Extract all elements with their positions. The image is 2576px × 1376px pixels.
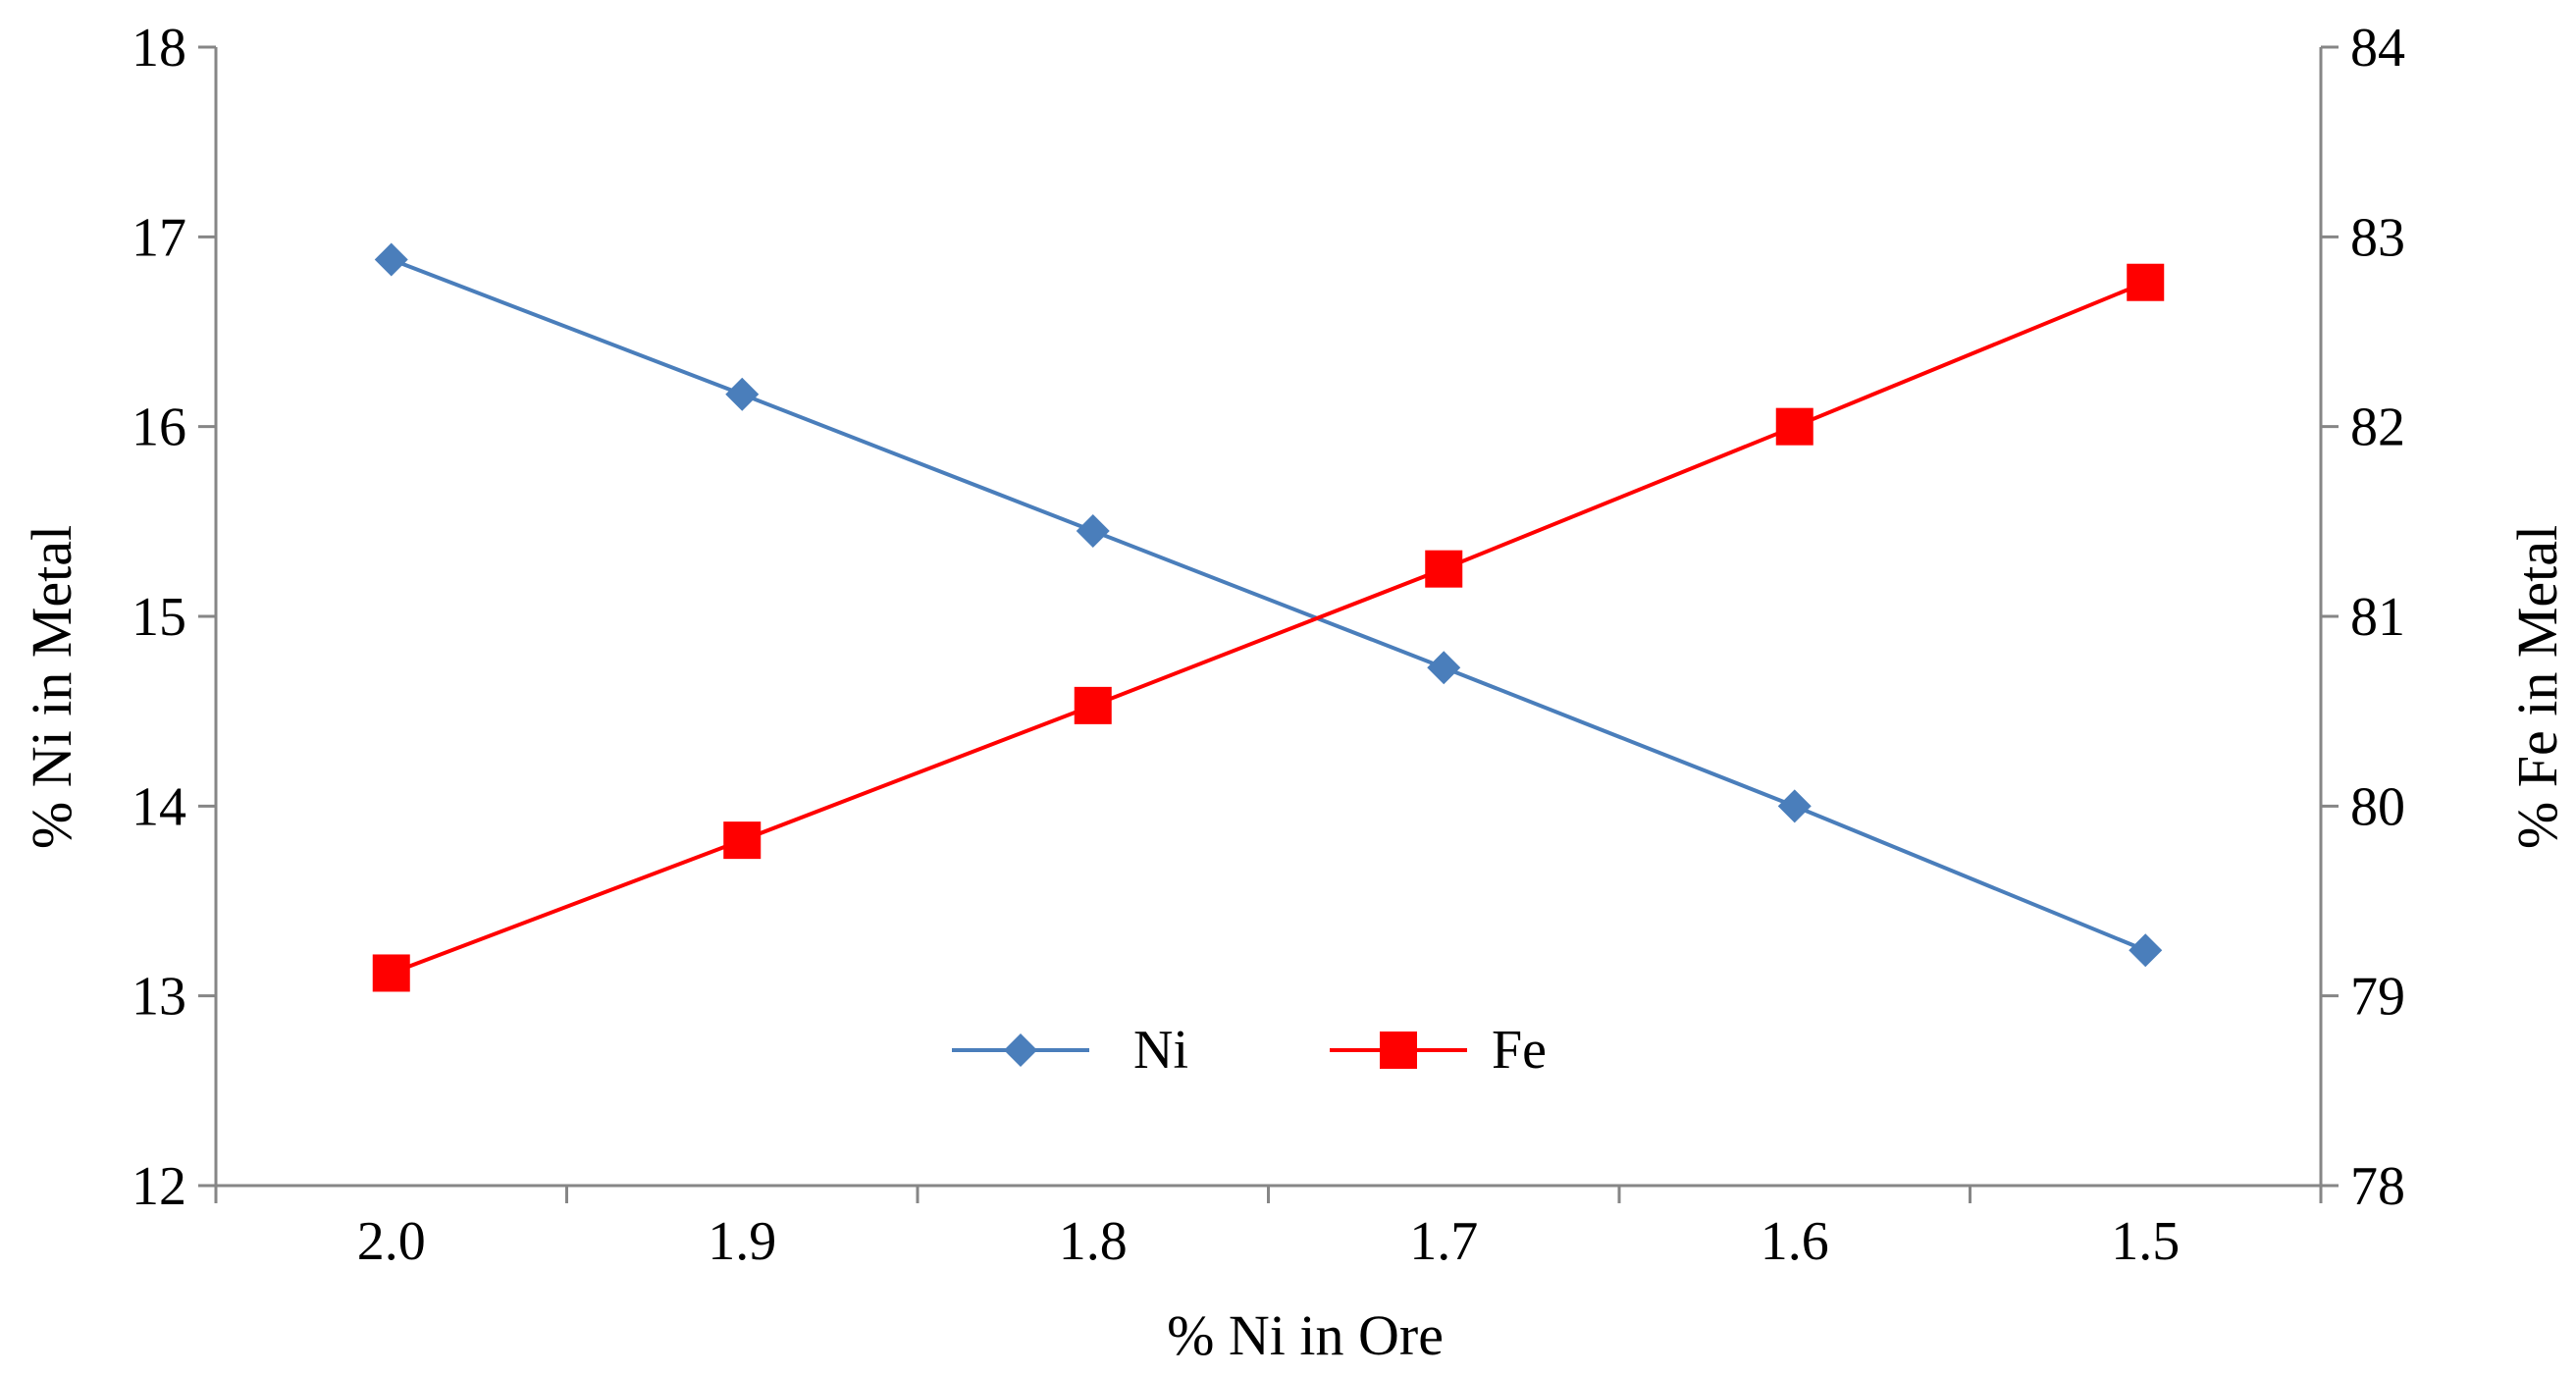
x-tick-label: 1.7	[1409, 1211, 1478, 1272]
series-fe-point	[1425, 550, 1463, 588]
y-tick-label: 17	[131, 207, 186, 268]
series-ni-point	[1777, 789, 1812, 823]
series-fe-point	[372, 954, 410, 992]
y-tick-label: 14	[131, 776, 186, 837]
y2-tick-label: 82	[2350, 397, 2405, 458]
legend-fe-marker	[1380, 1032, 1417, 1069]
y-tick-label: 16	[131, 397, 186, 458]
series-fe-point	[1775, 407, 1814, 446]
y-tick-label: 12	[131, 1156, 186, 1217]
series-ni-line	[391, 257, 2147, 953]
ticks: 12 13 14 15 16 17 18 78 79 80 81 82 83 84 2.0 1.9 1.8 1.7…	[131, 18, 2405, 1272]
y2-tick-label: 81	[2350, 587, 2405, 648]
series-fe-point	[723, 821, 762, 860]
y2-tick-label: 80	[2350, 776, 2405, 837]
x-tick-label: 1.6	[1761, 1211, 1829, 1272]
legend-ni-label: Ni	[1133, 1020, 1188, 1081]
y-tick-label: 18	[131, 18, 186, 79]
x-tick-label: 1.8	[1059, 1211, 1128, 1272]
x-tick-label: 1.5	[2111, 1211, 2180, 1272]
x-axis-title: % Ni in Ore	[1167, 1303, 1444, 1367]
y2-axis-title: % Fe in Metal	[2505, 525, 2569, 849]
series-ni-point	[374, 242, 408, 277]
series-ni-point	[725, 377, 760, 411]
series	[372, 242, 2165, 992]
legend: Ni Fe	[952, 1020, 1547, 1081]
y2-tick-label: 78	[2350, 1156, 2405, 1217]
series-fe-point	[1074, 686, 1112, 724]
y2-tick-label: 79	[2350, 967, 2405, 1028]
y2-tick-label: 83	[2350, 207, 2405, 268]
legend-fe-label: Fe	[1492, 1020, 1547, 1081]
series-fe-line	[391, 280, 2147, 976]
series-ni-point	[2129, 933, 2163, 968]
series-fe-point	[2127, 263, 2165, 301]
legend-ni-marker	[1004, 1033, 1037, 1067]
y-tick-label: 15	[131, 587, 186, 648]
series-ni-point	[1427, 651, 1461, 685]
axes	[214, 47, 2323, 1188]
y2-tick-label: 84	[2350, 18, 2405, 79]
y-axis-title: % Ni in Metal	[20, 525, 83, 849]
x-tick-label: 2.0	[357, 1211, 426, 1272]
series-ni-point	[1076, 514, 1110, 548]
x-tick-label: 1.9	[708, 1211, 776, 1272]
y-tick-label: 13	[131, 967, 186, 1028]
